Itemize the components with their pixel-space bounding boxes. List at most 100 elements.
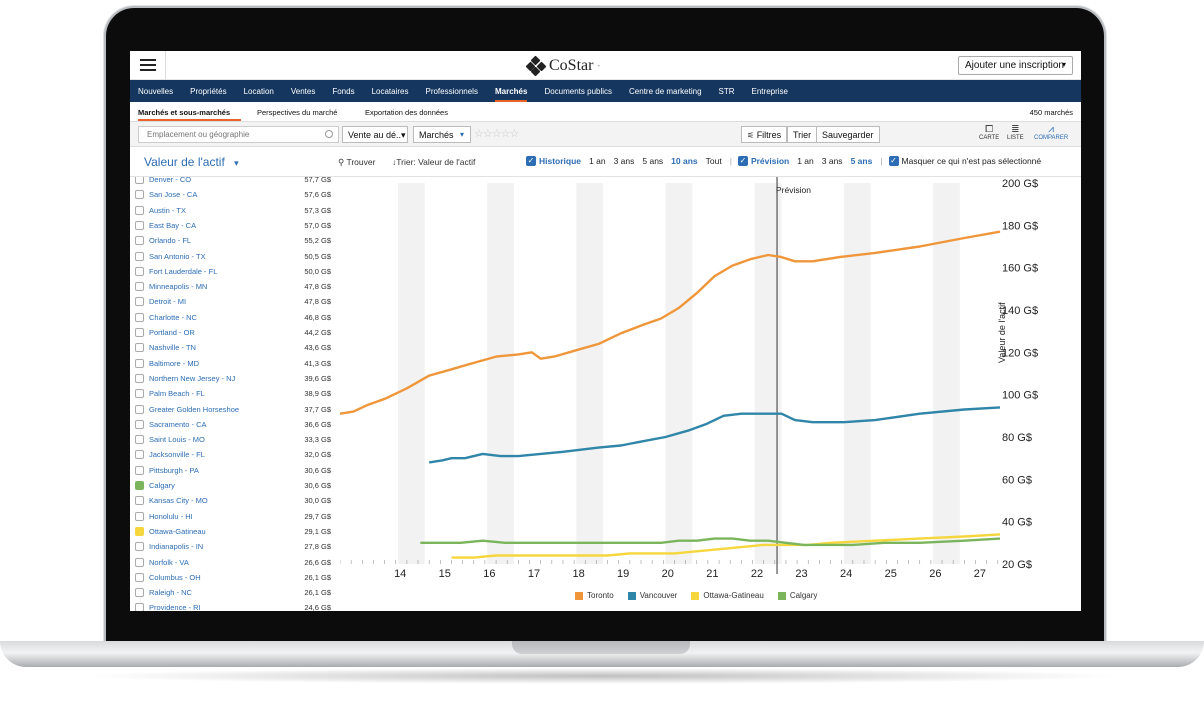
market-checkbox[interactable] bbox=[135, 177, 144, 184]
filters-button[interactable]: ⚟ Filtres bbox=[741, 126, 788, 143]
market-row[interactable]: Greater Golden Horseshoe 37,7 G$ bbox=[135, 403, 335, 418]
save-button[interactable]: Sauvegarder bbox=[816, 126, 880, 143]
find-button[interactable]: ⚲ Trouver bbox=[338, 157, 375, 168]
sort-button[interactable]: Trier bbox=[787, 126, 818, 143]
location-search-input[interactable] bbox=[147, 130, 317, 139]
historic-label[interactable]: Historique bbox=[539, 156, 582, 166]
market-name[interactable]: Northern New Jersey - NJ bbox=[149, 373, 236, 383]
market-row[interactable]: Orlando - FL 55,2 G$ bbox=[135, 234, 335, 249]
market-name[interactable]: Austin - TX bbox=[149, 205, 186, 215]
market-checkbox[interactable] bbox=[135, 190, 144, 200]
market-row[interactable]: Palm Beach - FL 38,9 G$ bbox=[135, 387, 335, 402]
market-name[interactable]: Indianapolis - IN bbox=[149, 542, 204, 552]
market-name[interactable]: Sacramento - CA bbox=[149, 419, 207, 429]
nav-item-2[interactable]: Location bbox=[243, 86, 274, 96]
market-row[interactable]: Detroit - MI 47,8 G$ bbox=[135, 295, 335, 310]
market-name[interactable]: Denver - CO bbox=[149, 177, 192, 184]
market-row[interactable]: East Bay - CA 57,0 G$ bbox=[135, 219, 335, 234]
legend-item[interactable]: Vancouver bbox=[627, 591, 677, 600]
add-listing-dropdown[interactable]: Ajouter une inscription ▾ bbox=[958, 56, 1073, 75]
legend-item[interactable]: Toronto bbox=[575, 591, 614, 600]
market-name[interactable]: Orlando - FL bbox=[149, 236, 192, 246]
market-name[interactable]: Detroit - MI bbox=[149, 297, 187, 307]
market-row[interactable]: Columbus - OH 26,1 G$ bbox=[135, 571, 335, 586]
market-row[interactable]: Austin - TX 57,3 G$ bbox=[135, 204, 335, 219]
market-checkbox[interactable] bbox=[135, 282, 144, 292]
market-name[interactable]: Calgary bbox=[149, 481, 175, 490]
market-name[interactable]: East Bay - CA bbox=[149, 220, 197, 230]
market-checkbox[interactable] bbox=[135, 373, 144, 383]
markets-dropdown[interactable]: Marchés ▾ bbox=[413, 126, 471, 143]
historic-range-4[interactable]: Tout bbox=[705, 156, 722, 166]
market-checkbox[interactable] bbox=[135, 542, 144, 552]
legend-item[interactable]: Ottawa-Gatineau bbox=[691, 591, 764, 600]
compare-view-button[interactable]: ⩘ COMPARER bbox=[1034, 125, 1068, 142]
location-search-field[interactable] bbox=[138, 126, 339, 143]
market-checkbox[interactable] bbox=[135, 358, 144, 368]
market-name[interactable]: Fort Lauderdale - FL bbox=[149, 266, 218, 276]
market-row[interactable]: Portland - OR 44,2 G$ bbox=[135, 326, 335, 341]
market-name[interactable]: Providence - RI bbox=[149, 603, 201, 611]
market-row[interactable]: Minneapolis - MN 47,8 G$ bbox=[135, 280, 335, 295]
market-name[interactable]: Pittsburgh - PA bbox=[149, 465, 199, 475]
nav-item-8[interactable]: Documents publics bbox=[544, 86, 613, 96]
market-row[interactable]: Calgary 30,6 G$ bbox=[135, 479, 335, 494]
nav-item-4[interactable]: Fonds bbox=[332, 86, 355, 96]
market-name[interactable]: San Jose - CA bbox=[149, 190, 198, 200]
historic-range-2[interactable]: 5 ans bbox=[642, 156, 664, 166]
historic-range-0[interactable]: 1 an bbox=[589, 156, 606, 166]
hide-unselected-label[interactable]: Masquer ce qui n'est pas sélectionné bbox=[901, 156, 1042, 166]
nav-item-10[interactable]: STR bbox=[718, 86, 735, 96]
market-checkbox[interactable] bbox=[135, 496, 144, 506]
historic-range-3[interactable]: 10 ans bbox=[671, 156, 698, 166]
nav-item-0[interactable]: Nouvelles bbox=[138, 86, 174, 96]
market-name[interactable]: Ottawa-Gatineau bbox=[149, 526, 206, 536]
market-row[interactable]: San Jose - CA 57,6 G$ bbox=[135, 188, 335, 203]
market-row[interactable]: Nashville - TN 43,6 G$ bbox=[135, 341, 335, 356]
market-name[interactable]: Jacksonville - FL bbox=[149, 450, 205, 460]
market-row[interactable]: Pittsburgh - PA 30,6 G$ bbox=[135, 464, 335, 479]
market-list[interactable]: Denver - CO 57,7 G$ San Jose - CA 57,6 G$ Au… bbox=[130, 177, 340, 611]
market-row[interactable]: Northern New Jersey - NJ 39,6 G$ bbox=[135, 372, 335, 387]
market-checkbox[interactable] bbox=[135, 404, 144, 414]
market-name[interactable]: Portland - OR bbox=[149, 328, 195, 337]
market-checkbox[interactable] bbox=[135, 205, 144, 215]
sort-by-button[interactable]: ↓Trier: Valeur de l'actif bbox=[392, 157, 476, 167]
market-row[interactable]: Ottawa-Gatineau 29,1 G$ bbox=[135, 525, 335, 540]
market-checkbox[interactable] bbox=[135, 435, 144, 445]
nav-item-9[interactable]: Centre de marketing bbox=[629, 86, 702, 96]
market-name[interactable]: Kansas City - MO bbox=[149, 496, 208, 506]
market-checkbox[interactable] bbox=[135, 343, 144, 353]
market-checkbox[interactable] bbox=[135, 588, 144, 598]
market-checkbox[interactable] bbox=[135, 603, 144, 611]
market-checkbox[interactable] bbox=[135, 419, 144, 429]
market-checkbox[interactable] bbox=[135, 251, 144, 261]
search-icon[interactable] bbox=[325, 130, 333, 138]
market-name[interactable]: Columbus - OH bbox=[149, 572, 201, 582]
market-checkbox[interactable] bbox=[135, 312, 144, 322]
map-view-button[interactable]: ⧠ CARTE bbox=[979, 125, 999, 142]
hide-unselected-checkbox[interactable]: ✓ bbox=[888, 156, 899, 166]
market-name[interactable]: Honolulu - HI bbox=[149, 511, 193, 521]
market-name[interactable]: Minneapolis - MN bbox=[149, 282, 208, 292]
nav-item-7[interactable]: Marchés bbox=[494, 87, 528, 102]
market-name[interactable]: Greater Golden Horseshoe bbox=[149, 404, 240, 414]
market-name[interactable]: Saint Louis - MO bbox=[149, 435, 205, 445]
market-checkbox[interactable] bbox=[135, 511, 144, 521]
nav-item-11[interactable]: Entreprise bbox=[751, 86, 788, 96]
market-checkbox[interactable] bbox=[135, 557, 144, 567]
hamburger-menu-icon[interactable] bbox=[130, 51, 166, 80]
market-checkbox[interactable] bbox=[135, 220, 144, 230]
nav-item-6[interactable]: Professionnels bbox=[425, 86, 478, 96]
market-checkbox[interactable] bbox=[135, 328, 144, 337]
nav-item-1[interactable]: Propriétés bbox=[190, 86, 227, 96]
market-name[interactable]: Charlotte - NC bbox=[149, 312, 197, 322]
subnav-market-outlook[interactable]: Perspectives du marché bbox=[257, 108, 338, 117]
market-name[interactable]: Raleigh - NC bbox=[149, 588, 192, 598]
market-row[interactable]: Fort Lauderdale - FL 50,0 G$ bbox=[135, 265, 335, 280]
historic-range-1[interactable]: 3 ans bbox=[613, 156, 635, 166]
market-row[interactable]: Jacksonville - FL 32,0 G$ bbox=[135, 448, 335, 463]
costar-logo[interactable]: CoStar - bbox=[525, 55, 600, 77]
market-row[interactable]: Indianapolis - IN 27,8 G$ bbox=[135, 540, 335, 555]
market-row[interactable]: Baltimore - MD 41,3 G$ bbox=[135, 357, 335, 372]
